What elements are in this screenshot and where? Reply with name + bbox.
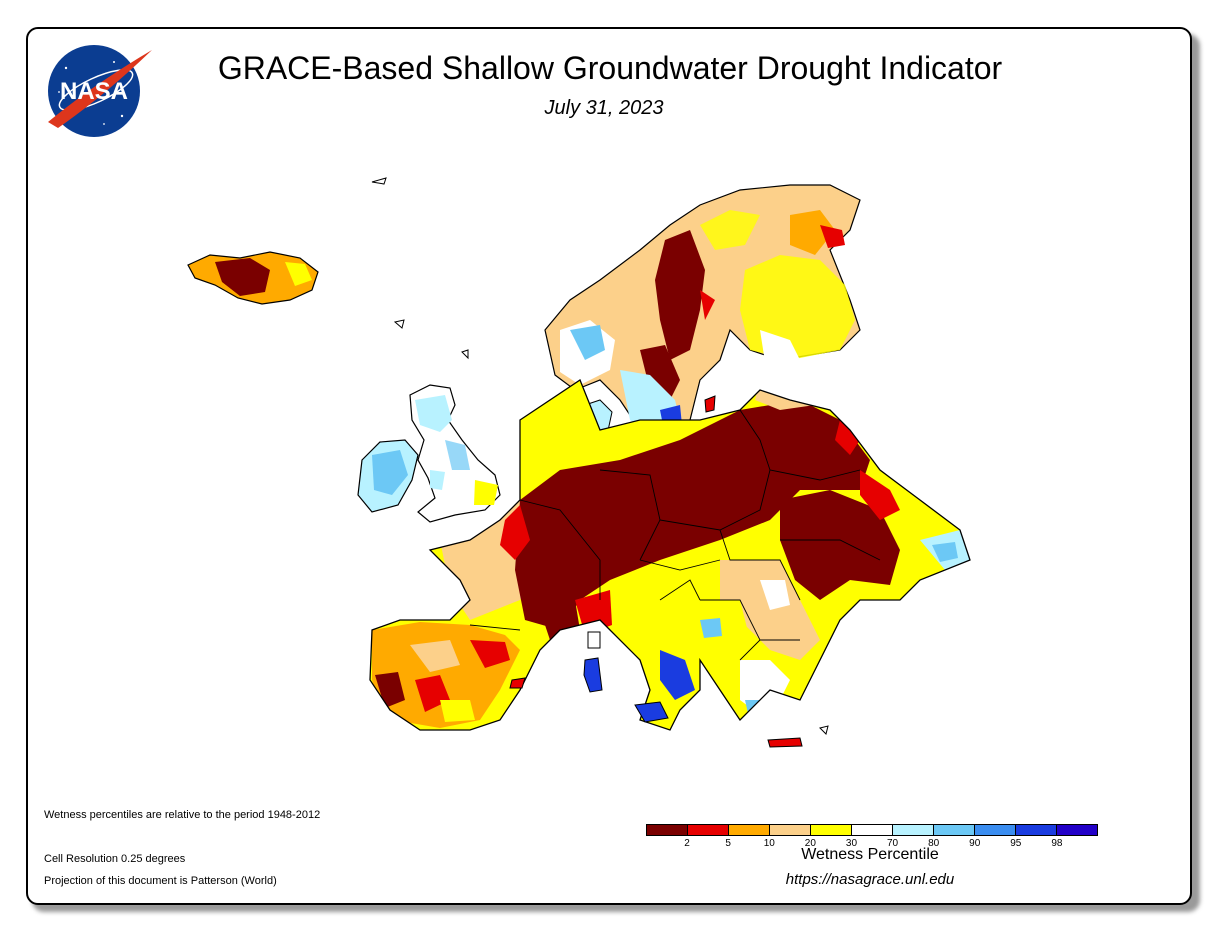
region-scandinavia [544,184,861,441]
region-great-britain [409,384,501,523]
legend-swatch [892,825,933,835]
legend-tick-label: 80 [928,838,940,849]
legend-swatch [851,825,892,835]
legend-swatch [647,825,687,835]
legend-swatch [728,825,769,835]
legend-tick-label: 10 [763,838,775,849]
legend-tick-label: 98 [1051,838,1063,849]
legend-swatch [769,825,810,835]
svg-text:NASA: NASA [60,78,128,105]
legend-tick-label: 90 [969,838,981,849]
region-iceland [187,251,319,305]
legend-swatch [933,825,974,835]
region-ireland [357,439,419,513]
region-islands [371,177,829,748]
legend-swatch [687,825,728,835]
legend-tick-label: 95 [1010,838,1022,849]
legend-tick-label: 2 [684,838,690,849]
legend-tick-label: 70 [886,838,899,849]
legend-title: Wetness Percentile [801,846,939,863]
legend-tick-label: 20 [804,838,816,849]
legend-swatch [1015,825,1056,835]
region-continental-europe [369,379,971,731]
legend-tick-label: 30 [845,838,858,849]
map-date: July 31, 2023 [544,97,664,119]
legend-tick-label: 5 [725,838,731,849]
legend-ticks: 2 5 10 20 30 70 80 90 95 98 [646,838,1098,852]
nasa-logo: NASA [48,45,152,137]
projection-note: Projection of this document is Patterson… [44,875,277,887]
color-legend [646,824,1098,836]
baseline-note: Wetness percentiles are relative to the … [44,809,321,821]
source-url: https://nasagrace.unl.edu [785,871,955,888]
legend-swatch [810,825,851,835]
map-title: GRACE-Based Shallow Groundwater Drought … [217,50,1003,86]
legend-swatch [974,825,1015,835]
resolution-note: Cell Resolution 0.25 degrees [44,853,186,865]
legend-swatch [1056,825,1097,835]
